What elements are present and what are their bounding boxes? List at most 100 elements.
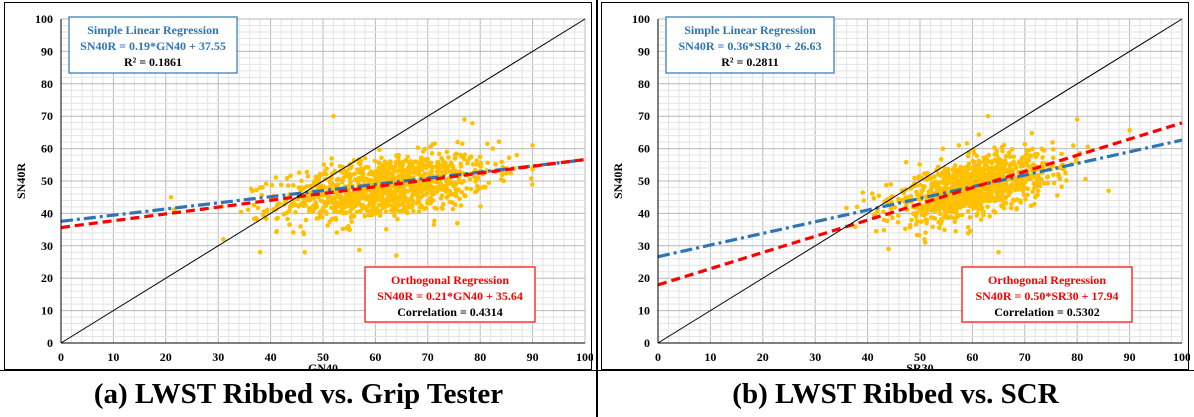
data-point <box>1086 145 1091 150</box>
y-tick-label: 90 <box>638 44 650 58</box>
data-point <box>487 180 492 185</box>
data-point <box>877 193 882 198</box>
x-tick-label: 60 <box>966 350 978 364</box>
data-point <box>427 187 432 192</box>
data-point <box>1106 188 1111 193</box>
data-point <box>944 182 949 187</box>
data-point <box>965 141 970 146</box>
data-point <box>445 195 450 200</box>
data-point <box>333 217 338 222</box>
data-point <box>1027 148 1032 153</box>
data-point <box>979 170 984 175</box>
data-point <box>944 186 949 191</box>
y-tick-label: 40 <box>638 206 650 220</box>
data-point <box>999 203 1004 208</box>
data-point <box>944 204 949 209</box>
data-point <box>423 147 428 152</box>
data-point <box>464 186 469 191</box>
data-point <box>299 179 304 184</box>
annotation-statistic: Correlation = 0.4314 <box>397 305 503 319</box>
data-point <box>1051 147 1056 152</box>
data-point <box>394 153 399 158</box>
x-tick-label: 80 <box>474 350 486 364</box>
data-point <box>936 200 941 205</box>
data-point <box>246 208 251 213</box>
data-point <box>458 153 463 158</box>
data-point <box>430 151 435 156</box>
data-point <box>298 224 303 229</box>
data-point <box>908 223 913 228</box>
data-point <box>861 198 866 203</box>
data-point <box>915 233 920 238</box>
data-point <box>361 203 366 208</box>
x-tick-label: 10 <box>704 350 716 364</box>
data-point <box>861 190 866 195</box>
data-point <box>478 154 483 159</box>
data-point <box>475 184 480 189</box>
data-point <box>274 230 279 235</box>
data-point <box>393 193 398 198</box>
data-point <box>455 221 460 226</box>
data-point <box>917 162 922 167</box>
data-point <box>1025 193 1030 198</box>
data-point <box>274 175 279 180</box>
data-point <box>363 156 368 161</box>
data-point <box>1083 177 1088 182</box>
data-point <box>384 227 389 232</box>
data-point <box>501 179 506 184</box>
data-point <box>969 172 974 177</box>
data-point <box>966 231 971 236</box>
data-point <box>301 186 306 191</box>
data-point <box>942 228 947 233</box>
data-point <box>286 183 291 188</box>
data-point <box>1015 179 1020 184</box>
data-point <box>454 151 459 156</box>
data-point <box>948 214 953 219</box>
data-point <box>413 192 418 197</box>
chart-frame-b: 0 10 20 30 40 50 60 70 80 90 100 0 10 20 30 40 50 60 70 80 9… <box>601 2 1189 370</box>
data-point <box>960 213 965 218</box>
data-point <box>406 201 411 206</box>
data-point <box>987 214 992 219</box>
data-point <box>937 226 942 231</box>
data-point <box>468 177 473 182</box>
data-point <box>968 215 973 220</box>
data-point <box>1026 187 1031 192</box>
data-point <box>938 211 943 216</box>
data-point <box>386 187 391 192</box>
data-point <box>329 206 334 211</box>
y-tick-label: 90 <box>41 44 53 58</box>
x-tick-label: 40 <box>862 350 874 364</box>
data-point <box>239 210 244 215</box>
data-point <box>1055 193 1060 198</box>
data-point <box>937 187 942 192</box>
data-point <box>372 170 377 175</box>
data-points <box>844 114 1132 255</box>
data-point <box>453 169 458 174</box>
y-tick-label: 70 <box>638 109 650 123</box>
data-point <box>1009 202 1014 207</box>
data-point <box>992 209 997 214</box>
data-point <box>443 171 448 176</box>
data-point <box>467 156 472 161</box>
data-point <box>455 140 460 145</box>
data-point <box>457 178 462 183</box>
data-point <box>1064 178 1069 183</box>
data-point <box>957 143 962 148</box>
data-point <box>896 197 901 202</box>
data-point <box>903 227 908 232</box>
data-point <box>924 204 929 209</box>
data-point <box>285 217 290 222</box>
x-tick-label: 100 <box>576 350 593 364</box>
data-point <box>418 205 423 210</box>
data-point <box>419 190 424 195</box>
data-point <box>349 219 354 224</box>
data-point <box>948 199 953 204</box>
x-tick-label: 40 <box>265 350 277 364</box>
data-point <box>971 204 976 209</box>
annotation-statistic: R² = 0.1861 <box>124 55 182 69</box>
data-point <box>475 188 480 193</box>
data-point <box>454 194 459 199</box>
data-point <box>996 250 1001 255</box>
y-tick-label: 100 <box>632 12 650 26</box>
